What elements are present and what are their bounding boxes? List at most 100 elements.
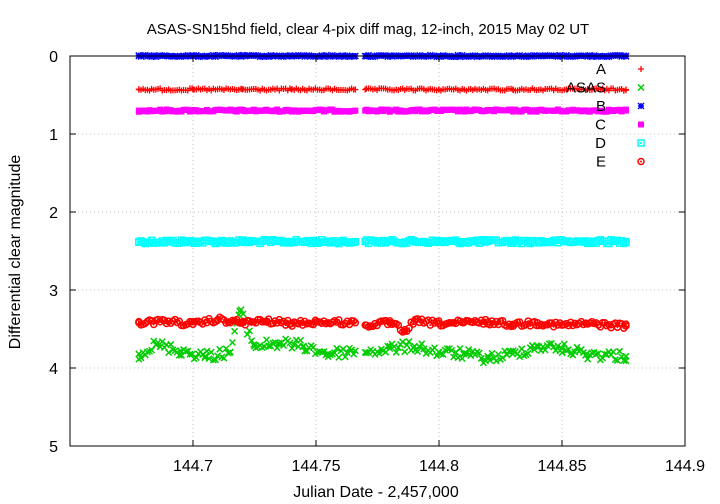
data-point — [192, 354, 200, 362]
data-point-center — [220, 239, 223, 242]
data-point — [584, 355, 592, 363]
data-point-center — [297, 240, 300, 243]
data-point — [637, 83, 645, 92]
data-point — [260, 53, 268, 61]
data-point — [143, 348, 151, 356]
data-point-center — [544, 241, 547, 244]
data-point-center — [605, 242, 608, 245]
data-point — [239, 51, 247, 59]
data-point-center — [335, 241, 338, 244]
data-point — [267, 51, 275, 59]
data-point-center — [425, 241, 428, 244]
data-point-center — [152, 242, 155, 245]
data-point — [486, 321, 494, 329]
data-point-center — [410, 238, 413, 241]
data-point-center — [486, 240, 489, 243]
data-point — [584, 53, 592, 61]
data-point — [298, 321, 307, 329]
data-point — [175, 351, 183, 359]
data-point-center — [327, 240, 330, 243]
data-point-center — [346, 241, 349, 244]
legend-label-b: B — [596, 98, 606, 115]
data-point-center — [152, 323, 155, 326]
data-point-center — [384, 241, 387, 244]
data-point — [622, 357, 630, 365]
data-point — [622, 106, 629, 113]
data-point — [322, 51, 330, 59]
data-point-center — [203, 239, 206, 242]
y-tick-label: 1 — [49, 127, 58, 144]
data-point — [565, 346, 573, 354]
data-point-center — [286, 240, 289, 243]
data-point-center — [503, 240, 506, 243]
data-point-center — [282, 241, 285, 244]
data-point-center — [197, 240, 200, 243]
data-point — [609, 348, 617, 356]
data-point — [394, 344, 402, 352]
data-point — [420, 345, 428, 353]
data-point — [475, 349, 483, 357]
data-point — [286, 339, 294, 347]
data-point — [433, 352, 441, 360]
data-point-center — [467, 241, 470, 244]
data-point-center — [599, 238, 602, 241]
data-point-center — [140, 239, 143, 242]
data-point — [226, 348, 234, 356]
data-point — [198, 320, 207, 328]
legend-marker-c — [638, 121, 644, 128]
data-point-center — [399, 241, 402, 244]
data-point-center — [182, 240, 185, 243]
data-point-center — [610, 238, 613, 241]
legend-marker-b — [637, 102, 645, 110]
data-point-center — [422, 240, 425, 243]
data-point-center — [316, 242, 319, 245]
data-point-center — [444, 241, 447, 244]
data-point-center — [395, 241, 398, 244]
data-point-center — [225, 242, 228, 245]
data-point — [167, 340, 175, 348]
data-point-center — [414, 240, 417, 243]
data-point — [541, 346, 549, 354]
data-point-center — [314, 240, 317, 243]
data-point-center — [388, 240, 391, 243]
data-point — [248, 337, 256, 345]
data-point-center — [418, 241, 421, 244]
data-point-center — [390, 238, 393, 241]
data-point-center — [446, 240, 449, 243]
data-point-center — [312, 239, 315, 242]
data-point-center — [205, 239, 208, 242]
data-point-center — [344, 240, 347, 243]
data-point-center — [569, 241, 572, 244]
data-point-center — [563, 240, 566, 243]
axes: 144.7 144.75 144.8 144.85 144.9 0 1 2 3 4 5 — [49, 49, 705, 475]
data-point-center — [348, 242, 351, 245]
data-point-center — [244, 323, 247, 326]
data-point — [318, 348, 326, 356]
data-point-center — [227, 241, 230, 244]
data-point-center — [578, 240, 581, 243]
data-point-center — [478, 242, 481, 245]
data-point — [573, 343, 581, 351]
x-axis-label: Julian Date - 2,457,000 — [293, 484, 459, 501]
data-point — [326, 351, 334, 359]
data-point — [611, 356, 619, 364]
data-point — [301, 53, 309, 61]
data-point — [216, 345, 224, 353]
data-point-center — [350, 240, 353, 243]
data-point-center — [484, 241, 487, 244]
data-point-center — [416, 241, 419, 244]
legend-marker-e — [637, 157, 645, 166]
data-point-center — [597, 239, 600, 242]
data-point — [162, 319, 171, 328]
data-point — [484, 352, 492, 360]
data-point — [265, 342, 273, 350]
data-point — [245, 327, 254, 335]
data-point — [137, 354, 145, 362]
data-point — [637, 139, 645, 147]
data-point — [135, 350, 143, 358]
data-point-center — [165, 239, 168, 242]
data-point — [207, 348, 215, 356]
data-point-center — [527, 240, 530, 243]
data-point-center — [507, 240, 510, 243]
data-point-center — [274, 239, 277, 242]
